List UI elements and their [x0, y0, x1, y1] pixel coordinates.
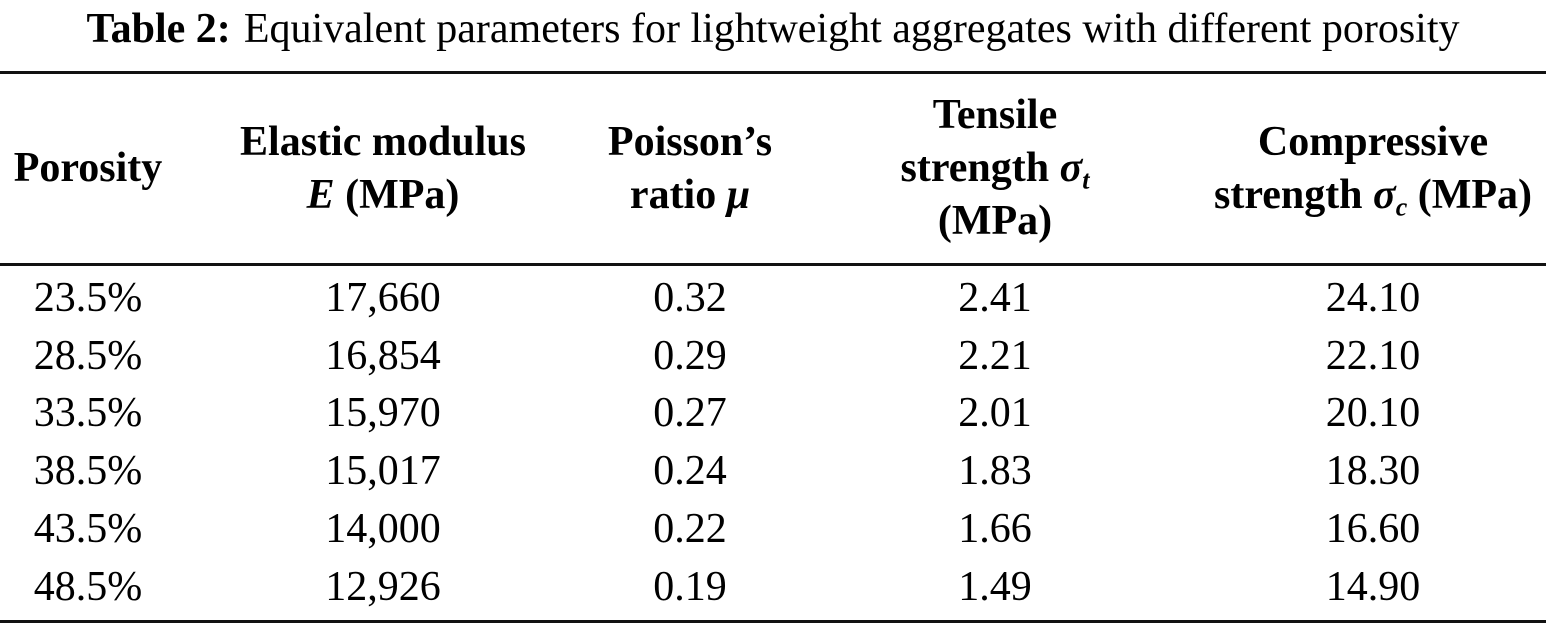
cell-elastic-modulus: 16,854	[325, 332, 441, 379]
table-row: 33.5% 15,970 0.27 2.01 20.10	[0, 385, 1546, 443]
header-line: Poisson’s	[607, 118, 773, 165]
header-line: Tensile	[932, 92, 1058, 138]
cell-porosity: 33.5%	[33, 390, 143, 437]
tensile-strength-symbol: σ	[1059, 145, 1083, 191]
column-header-tensile-strength: Tensile strength σt (MPa)	[790, 74, 1200, 263]
compressive-strength-symbol: σ	[1373, 171, 1396, 218]
table-row: 28.5% 16,854 0.29 2.21 22.10	[0, 327, 1546, 385]
table-row: 48.5% 12,926 0.19 1.49 14.90	[0, 558, 1546, 616]
header-line: Elastic modulus	[240, 118, 526, 165]
table-caption-label: Table 2:	[86, 6, 231, 52]
column-header-porosity: Porosity	[0, 74, 176, 263]
header-line: strength σc (MPa)	[1214, 169, 1532, 222]
column-header-poissons-ratio: Poisson’s ratio μ	[590, 74, 790, 263]
table-body: 23.5% 17,660 0.32 2.41 24.10 28.5% 16,85…	[0, 266, 1546, 620]
cell-poissons-ratio: 0.32	[653, 274, 727, 321]
elastic-modulus-unit: (MPa)	[345, 171, 460, 218]
header-line: strength σt	[901, 142, 1090, 195]
cell-elastic-modulus: 12,926	[325, 563, 441, 610]
table-caption: Table 2: Equivalent parameters for lightw…	[0, 0, 1546, 58]
poissons-ratio-symbol: μ	[726, 171, 751, 218]
cell-tensile-strength: 2.21	[958, 332, 1032, 379]
compressive-strength-unit: (MPa)	[1417, 171, 1533, 218]
column-header-compressive-strength: Compressive strength σc (MPa)	[1200, 74, 1546, 263]
cell-compressive-strength: 20.10	[1325, 390, 1421, 437]
header-line: E (MPa)	[307, 169, 460, 222]
cell-poissons-ratio: 0.22	[653, 506, 727, 553]
table-row: 43.5% 14,000 0.22 1.66 16.60	[0, 500, 1546, 558]
tensile-strength-subscript: t	[1082, 165, 1090, 195]
cell-porosity: 23.5%	[33, 274, 143, 321]
cell-compressive-strength: 16.60	[1325, 506, 1421, 553]
tensile-strength-word: strength	[900, 145, 1050, 191]
header-line: Compressive	[1257, 118, 1489, 165]
cell-poissons-ratio: 0.24	[653, 448, 727, 495]
parameters-table: Porosity Elastic modulus E (MPa) Poisson…	[0, 71, 1546, 623]
cell-tensile-strength: 1.66	[958, 506, 1032, 553]
table-caption-text: Equivalent parameters for lightweight ag…	[243, 6, 1460, 52]
table-row: 38.5% 15,017 0.24 1.83 18.30	[0, 442, 1546, 500]
header-line: Porosity	[13, 145, 163, 191]
cell-elastic-modulus: 15,017	[325, 448, 441, 495]
cell-elastic-modulus: 14,000	[325, 506, 441, 553]
cell-elastic-modulus: 15,970	[325, 390, 441, 437]
table-header-row: Porosity Elastic modulus E (MPa) Poisson…	[0, 74, 1546, 266]
cell-poissons-ratio: 0.19	[653, 563, 727, 610]
cell-poissons-ratio: 0.29	[653, 332, 727, 379]
cell-compressive-strength: 14.90	[1325, 563, 1421, 610]
cell-elastic-modulus: 17,660	[325, 274, 441, 321]
cell-porosity: 38.5%	[33, 448, 143, 495]
poissons-ratio-word: ratio	[629, 171, 717, 218]
cell-porosity: 48.5%	[33, 563, 143, 610]
cell-compressive-strength: 18.30	[1325, 448, 1421, 495]
cell-compressive-strength: 24.10	[1325, 274, 1421, 321]
cell-tensile-strength: 1.49	[958, 563, 1032, 610]
table-row: 23.5% 17,660 0.32 2.41 24.10	[0, 269, 1546, 327]
cell-porosity: 43.5%	[33, 506, 143, 553]
compressive-strength-subscript: c	[1395, 191, 1408, 221]
cell-tensile-strength: 2.01	[958, 390, 1032, 437]
compressive-strength-word: strength	[1213, 171, 1363, 218]
cell-compressive-strength: 22.10	[1325, 332, 1421, 379]
cell-tensile-strength: 1.83	[958, 448, 1032, 495]
header-line: ratio μ	[630, 169, 750, 222]
header-line: (MPa)	[937, 198, 1053, 244]
cell-poissons-ratio: 0.27	[653, 390, 727, 437]
cell-porosity: 28.5%	[33, 332, 143, 379]
elastic-modulus-symbol: E	[306, 171, 335, 218]
column-header-elastic-modulus: Elastic modulus E (MPa)	[176, 74, 590, 263]
cell-tensile-strength: 2.41	[958, 274, 1032, 321]
